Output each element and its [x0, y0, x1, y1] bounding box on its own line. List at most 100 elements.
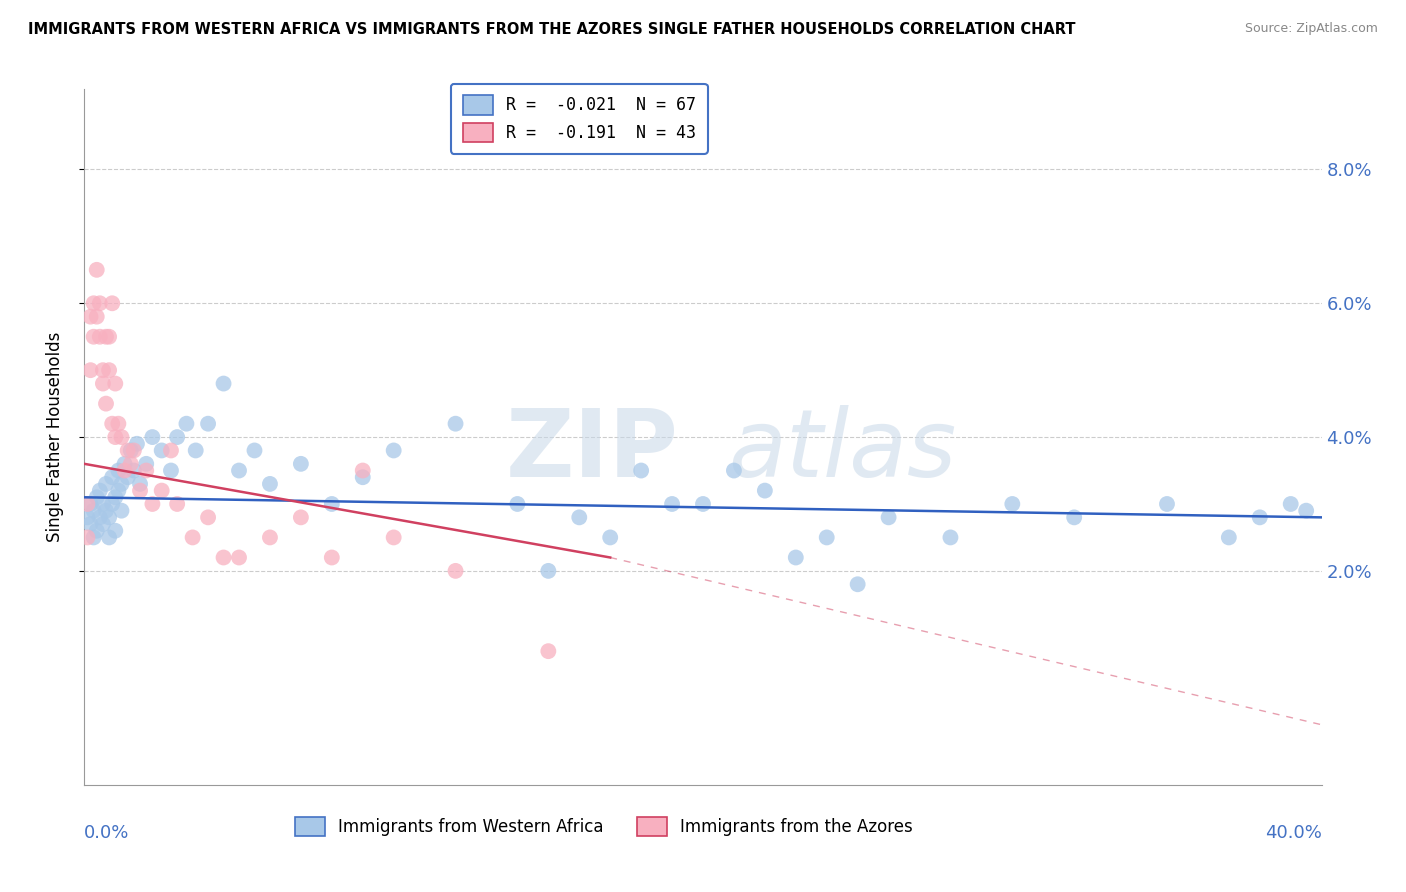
Point: [91, 516, 114, 531]
Point: [94, 330, 117, 344]
Point: [135, 457, 157, 471]
Point: [107, 464, 129, 478]
Point: [122, 443, 145, 458]
Point: [1063, 510, 1085, 524]
Point: [184, 443, 207, 458]
Point: [692, 497, 714, 511]
Point: [181, 530, 204, 544]
Point: [160, 464, 183, 478]
Text: atlas: atlas: [728, 406, 956, 497]
Point: [101, 497, 124, 511]
Point: [723, 464, 745, 478]
Point: [104, 524, 127, 538]
Point: [228, 464, 250, 478]
Point: [1279, 497, 1302, 511]
Point: [243, 443, 266, 458]
Point: [114, 457, 136, 471]
Point: [290, 457, 312, 471]
Y-axis label: Single Father Households: Single Father Households: [45, 332, 63, 542]
Point: [382, 530, 405, 544]
Point: [150, 443, 173, 458]
Point: [599, 530, 621, 544]
Point: [352, 464, 374, 478]
Point: [754, 483, 776, 498]
Point: [150, 483, 173, 498]
Point: [114, 464, 136, 478]
Point: [1295, 503, 1317, 517]
Point: [166, 430, 188, 444]
Point: [83, 296, 105, 310]
Legend: Immigrants from Western Africa, Immigrants from the Azores: Immigrants from Western Africa, Immigran…: [285, 807, 924, 847]
Point: [94, 396, 117, 410]
Point: [129, 483, 152, 498]
Point: [160, 443, 183, 458]
Text: IMMIGRANTS FROM WESTERN AFRICA VS IMMIGRANTS FROM THE AZORES SINGLE FATHER HOUSE: IMMIGRANTS FROM WESTERN AFRICA VS IMMIGR…: [28, 22, 1076, 37]
Point: [197, 417, 219, 431]
Point: [125, 436, 148, 450]
Point: [91, 363, 114, 377]
Point: [76, 510, 98, 524]
Text: ZIP: ZIP: [505, 405, 678, 497]
Point: [91, 376, 114, 391]
Text: Source: ZipAtlas.com: Source: ZipAtlas.com: [1244, 22, 1378, 36]
Point: [79, 516, 101, 531]
Point: [110, 476, 132, 491]
Point: [104, 490, 127, 504]
Point: [166, 497, 188, 511]
Point: [877, 510, 900, 524]
Point: [86, 310, 108, 324]
Point: [141, 430, 163, 444]
Point: [83, 330, 105, 344]
Point: [661, 497, 683, 511]
Point: [1249, 510, 1271, 524]
Point: [321, 550, 343, 565]
Text: 40.0%: 40.0%: [1265, 824, 1322, 842]
Point: [1156, 497, 1178, 511]
Point: [107, 483, 129, 498]
Point: [537, 644, 560, 658]
Point: [86, 524, 108, 538]
Point: [94, 476, 117, 491]
Point: [110, 430, 132, 444]
Point: [76, 530, 98, 544]
Point: [83, 530, 105, 544]
Point: [122, 464, 145, 478]
Point: [1218, 530, 1240, 544]
Point: [1001, 497, 1024, 511]
Point: [630, 464, 652, 478]
Point: [110, 503, 132, 517]
Point: [212, 376, 235, 391]
Point: [104, 430, 127, 444]
Point: [444, 417, 467, 431]
Point: [79, 310, 101, 324]
Point: [89, 330, 111, 344]
Point: [212, 550, 235, 565]
Point: [86, 262, 108, 277]
Point: [129, 476, 152, 491]
Point: [89, 483, 111, 498]
Point: [939, 530, 962, 544]
Point: [79, 497, 101, 511]
Point: [98, 330, 121, 344]
Point: [352, 470, 374, 484]
Point: [568, 510, 591, 524]
Point: [79, 363, 101, 377]
Point: [135, 464, 157, 478]
Point: [785, 550, 807, 565]
Point: [117, 470, 139, 484]
Point: [259, 530, 281, 544]
Point: [228, 550, 250, 565]
Point: [107, 417, 129, 431]
Point: [259, 476, 281, 491]
Point: [120, 457, 142, 471]
Point: [89, 296, 111, 310]
Point: [290, 510, 312, 524]
Point: [101, 296, 124, 310]
Point: [120, 443, 142, 458]
Point: [444, 564, 467, 578]
Point: [537, 564, 560, 578]
Point: [101, 470, 124, 484]
Point: [101, 417, 124, 431]
Point: [91, 497, 114, 511]
Point: [104, 376, 127, 391]
